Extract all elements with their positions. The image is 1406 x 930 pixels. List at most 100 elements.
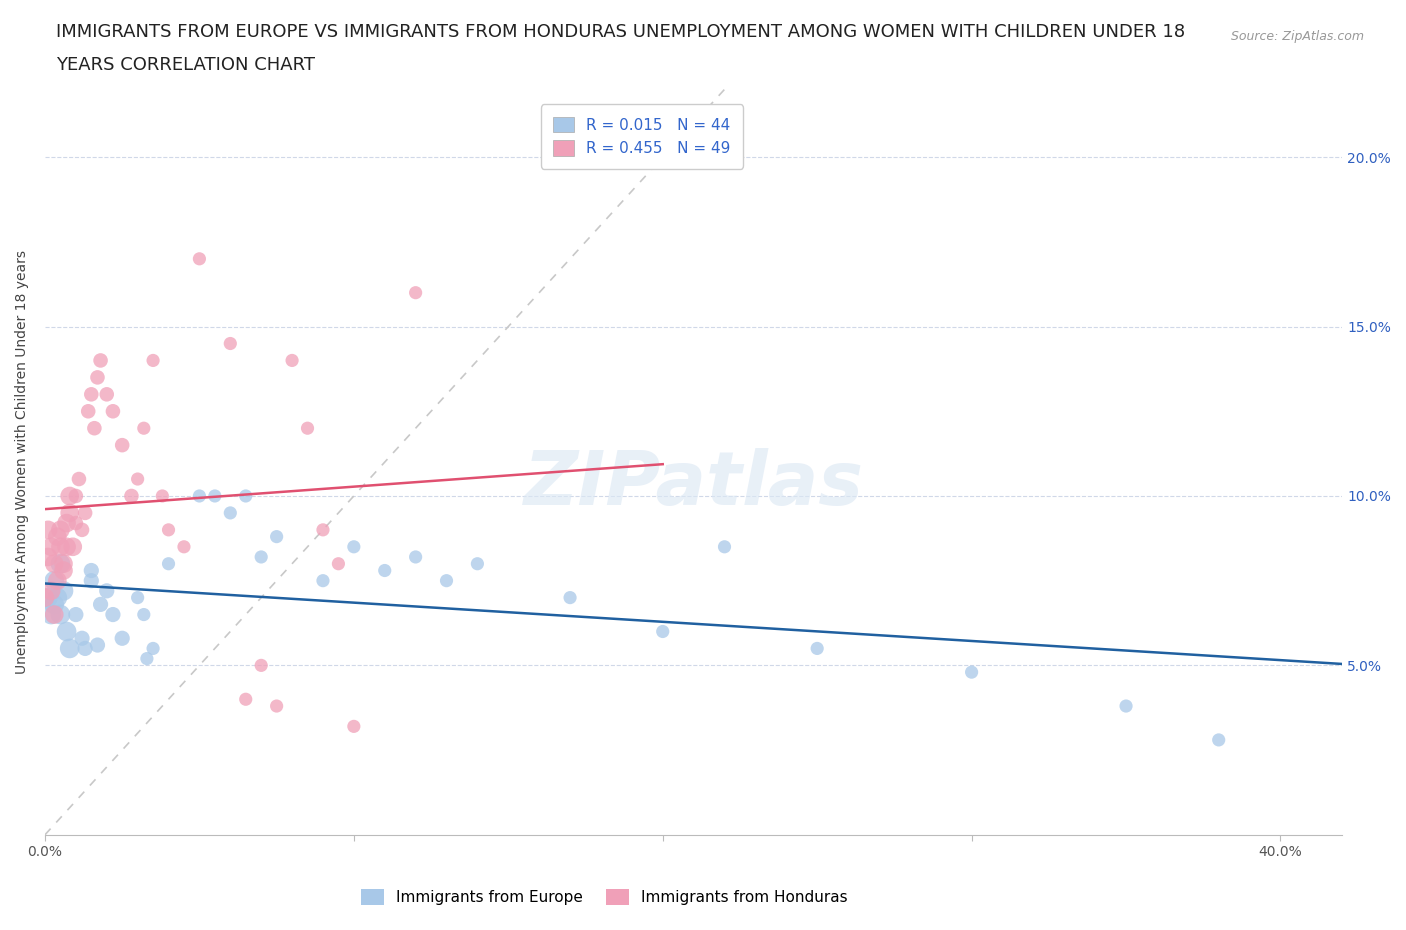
Point [83,420,105,435]
Point [65,515,87,530]
Point [142,353,165,368]
Point [266,529,288,544]
Point [80,563,103,578]
Point [235,488,257,503]
Point [49,556,72,571]
Point [39,607,62,622]
Point [281,353,304,368]
Point [297,420,319,435]
Point [37,523,59,538]
Point [52,563,75,578]
Point [343,719,366,734]
Point [651,624,673,639]
Point [157,523,180,538]
Point [65,607,87,622]
Point [52,556,75,571]
Point [312,573,335,588]
Point [55,624,77,639]
Point [266,698,288,713]
Point [52,583,75,598]
Point [111,631,134,645]
Point [34,591,56,605]
Point [127,591,149,605]
Point [558,591,581,605]
Point [49,607,72,622]
Point [37,591,59,605]
Legend: R = 0.015   N = 44, R = 0.455   N = 49: R = 0.015 N = 44, R = 0.455 N = 49 [540,104,742,168]
Point [96,583,118,598]
Point [55,539,77,554]
Point [405,286,427,300]
Point [960,665,983,680]
Point [55,515,77,530]
Point [59,488,82,503]
Point [436,573,458,588]
Text: IMMIGRANTS FROM EUROPE VS IMMIGRANTS FROM HONDURAS UNEMPLOYMENT AMONG WOMEN WITH: IMMIGRANTS FROM EUROPE VS IMMIGRANTS FRO… [56,23,1185,41]
Point [405,550,427,565]
Point [75,506,97,521]
Point [343,539,366,554]
Point [250,658,273,672]
Point [44,556,66,571]
Point [46,529,69,544]
Text: YEARS CORRELATION CHART: YEARS CORRELATION CHART [56,56,315,73]
Point [67,472,90,486]
Point [37,550,59,565]
Point [86,370,108,385]
Point [120,488,142,503]
Point [312,523,335,538]
Point [328,556,350,571]
Point [713,539,735,554]
Point [44,597,66,612]
Point [59,506,82,521]
Point [204,488,226,503]
Point [46,573,69,588]
Text: ZIPatlas: ZIPatlas [523,448,863,521]
Y-axis label: Unemployment Among Women with Children Under 18 years: Unemployment Among Women with Children U… [15,250,30,674]
Point [173,539,195,554]
Point [219,336,242,351]
Point [806,641,828,656]
Point [96,387,118,402]
Text: Source: ZipAtlas.com: Source: ZipAtlas.com [1230,30,1364,43]
Point [467,556,489,571]
Point [90,353,112,368]
Point [49,539,72,554]
Point [49,523,72,538]
Point [219,506,242,521]
Point [1115,698,1137,713]
Point [80,573,103,588]
Point [132,607,155,622]
Point [157,556,180,571]
Point [46,591,69,605]
Point [70,523,93,538]
Legend: Immigrants from Europe, Immigrants from Honduras: Immigrants from Europe, Immigrants from … [356,883,853,911]
Point [70,631,93,645]
Point [135,651,157,666]
Point [39,583,62,598]
Point [188,488,211,503]
Point [132,420,155,435]
Point [65,488,87,503]
Point [374,563,396,578]
Point [62,539,84,554]
Point [80,387,103,402]
Point [59,641,82,656]
Point [235,692,257,707]
Point [101,607,124,622]
Point [188,251,211,266]
Point [150,488,173,503]
Point [142,641,165,656]
Point [75,641,97,656]
Point [44,573,66,588]
Point [250,550,273,565]
Point [77,404,100,418]
Point [1208,733,1230,748]
Point [44,607,66,622]
Point [86,638,108,653]
Point [101,404,124,418]
Point [90,597,112,612]
Point [127,472,149,486]
Point [111,438,134,453]
Point [39,539,62,554]
